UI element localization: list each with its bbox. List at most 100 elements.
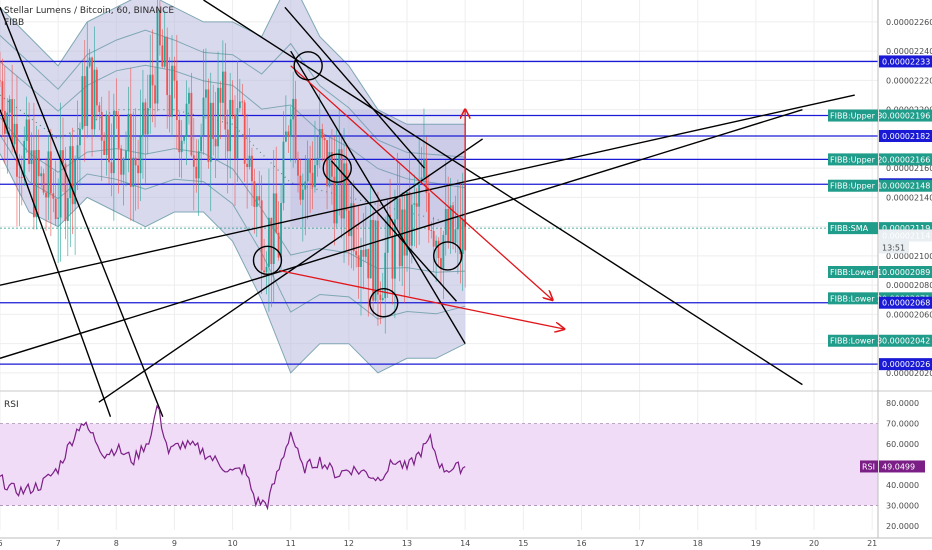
candle-body: [461, 219, 464, 255]
circle-annotation[interactable]: [293, 51, 323, 81]
candle-body: [117, 115, 120, 149]
candle-body: [217, 87, 219, 147]
candle-body: [18, 176, 21, 178]
candle-body: [335, 167, 338, 224]
candle-body: [384, 252, 387, 299]
trendline[interactable]: [98, 138, 484, 403]
candle-body: [76, 145, 79, 160]
candle-body: [0, 80, 1, 82]
fib-name-label: FIBB:Lower 3: [830, 337, 882, 346]
candle-body: [28, 119, 30, 165]
candle-body: [357, 255, 360, 267]
circle-annotation[interactable]: [322, 153, 352, 183]
candle-body: [268, 217, 270, 267]
candle-body: [224, 71, 227, 130]
candle-body: [427, 192, 430, 231]
candle-body: [149, 74, 152, 109]
candle-body: [188, 92, 190, 104]
time-tick-label: 14: [460, 539, 470, 548]
candle-body: [362, 249, 365, 257]
candle-body: [430, 230, 433, 231]
fib-name-tag: [828, 109, 878, 122]
candle-body: [154, 85, 156, 104]
price-tag: [879, 334, 932, 347]
candle-body: [129, 113, 132, 187]
candle-body: [408, 192, 411, 246]
circle-annotation[interactable]: [433, 241, 463, 271]
price-tag-value: 0.00002089: [882, 268, 930, 277]
trendline[interactable]: [0, 109, 803, 359]
time-tick-label: 17: [635, 539, 645, 548]
fib-name-tag: [828, 179, 878, 192]
trendline[interactable]: [0, 109, 112, 418]
candle-body: [79, 128, 81, 146]
candle-body: [231, 99, 234, 115]
trendline[interactable]: [290, 50, 466, 345]
candle-body: [86, 66, 89, 126]
price-tag: [879, 55, 932, 68]
candle-body: [253, 181, 256, 207]
price-tag-value: 0.00002166: [882, 155, 930, 164]
candle-body: [306, 158, 309, 182]
candle-body: [40, 173, 43, 177]
candle-body: [23, 140, 26, 178]
candle-body: [260, 200, 263, 271]
candle-body: [197, 151, 200, 179]
candle-body: [389, 214, 391, 236]
fib-name-label: FIBB:Upper 2: [830, 155, 883, 164]
candle-body: [30, 150, 33, 165]
candle-body: [381, 298, 384, 300]
time-tick-label: 15: [518, 539, 528, 548]
candle-body: [120, 148, 123, 175]
candle-body: [115, 111, 118, 116]
candle-body: [57, 217, 60, 220]
candle-body: [442, 234, 445, 269]
candle-body: [418, 180, 421, 207]
candle-body: [11, 99, 14, 145]
candle-body: [360, 249, 362, 267]
time-tick-label: 18: [693, 539, 703, 548]
candle-body: [258, 196, 261, 201]
fib-name-tag: [828, 153, 878, 166]
fib-name-tag: [828, 266, 878, 279]
candle-body: [343, 163, 345, 219]
candle-body: [190, 92, 193, 156]
fib-name-tag: [828, 292, 878, 305]
time-tick-label: 6: [0, 539, 3, 548]
candle-body: [83, 76, 86, 126]
trendline[interactable]: [203, 0, 803, 386]
red-arrow[interactable]: [290, 65, 553, 300]
trendline[interactable]: [330, 160, 457, 302]
circle-annotation[interactable]: [252, 245, 283, 276]
candle-body: [454, 229, 457, 243]
candle-body: [156, 9, 159, 104]
time-tick-label: 9: [172, 539, 177, 548]
candle-body: [42, 173, 45, 193]
fib-name-label: FIBB:Lower 2: [830, 294, 882, 303]
red-arrow[interactable]: [278, 269, 564, 329]
fib-name-label: FIBB:Upper 3: [830, 112, 883, 121]
candle-body: [16, 123, 18, 177]
fib-name-label: FIBB:SMA: [830, 224, 869, 233]
candle-body: [93, 69, 96, 130]
time-tick-label: 21: [867, 539, 877, 548]
candle-body: [226, 129, 229, 152]
candle-body: [127, 113, 130, 151]
trendline[interactable]: [0, 94, 855, 286]
candle-body: [91, 57, 93, 130]
trendline[interactable]: [0, 7, 164, 418]
candle-body: [52, 193, 55, 199]
candle-body: [420, 177, 423, 181]
candle-body: [33, 150, 35, 218]
time-tick-label: 7: [56, 539, 61, 548]
candle-body: [112, 111, 115, 174]
candle-body: [234, 114, 236, 159]
candle-body: [69, 146, 72, 199]
circle-annotation[interactable]: [369, 288, 399, 318]
candle-body: [435, 240, 437, 247]
trendline[interactable]: [284, 6, 425, 169]
candle-body: [134, 157, 137, 166]
fib-name-tag: [828, 222, 878, 235]
candle-body: [294, 98, 297, 160]
